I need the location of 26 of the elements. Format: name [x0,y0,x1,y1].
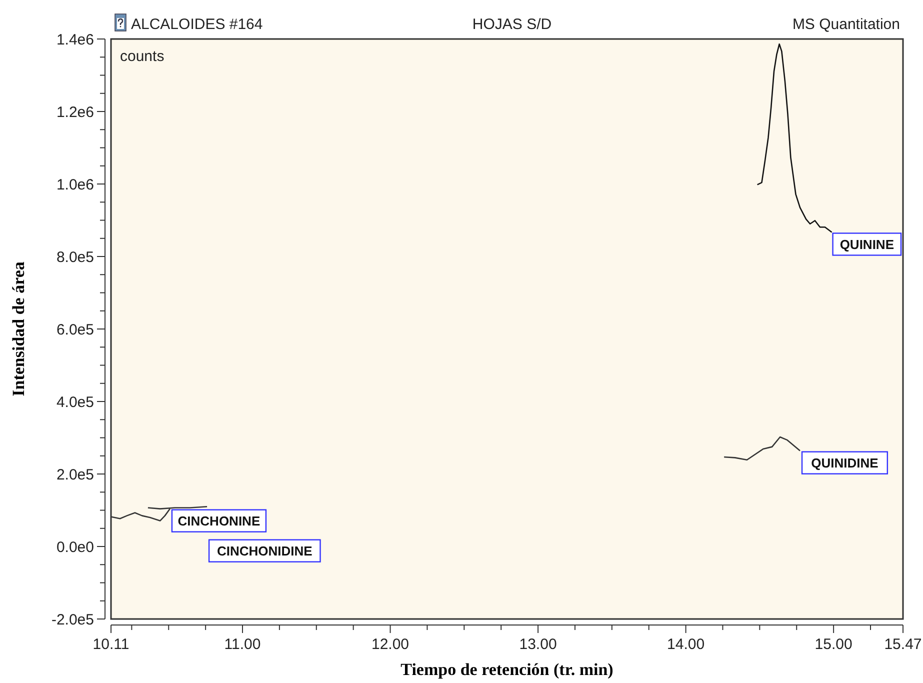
text: CINCHONIDINE [216,543,313,558]
x-tick-label: 11.00 [224,636,261,653]
series-label: CINCHONINE [178,513,260,528]
annotation: counts [120,48,164,65]
text: MS Quantitation [792,16,900,33]
y-tick-label: 0.0e0 [56,538,94,556]
series-label: QUINIDINE [811,455,879,470]
x-tick-label: 14.00 [667,636,705,653]
series-label: QUININE [840,236,894,252]
chart-subtitle: HOJAS S/D [472,16,552,33]
y-tick-label: 6.0e5 [56,321,94,338]
y-axis-title: Intensidad de área [9,261,28,396]
y-tick-label: 2.0e5 [56,466,94,484]
y-tick-label: 1.0e6 [56,176,94,194]
y-tick-label: -2.0e5 [51,611,94,628]
x-axis-title: Tiempo de retención (tr. min) [400,660,614,679]
chart-title: ALCALOIDES #164 [131,16,263,33]
x-tick-label: 13.00 [519,636,557,653]
x-tick-label: 12.00 [371,636,410,653]
x-tick-label: 10.11 [92,636,130,653]
y-tick-label: 1.4e6 [56,31,94,48]
y-tick-label: 1.2e6 [56,104,94,121]
x-tick-label: 15.00 [814,636,852,653]
y-tick-label: 8.0e5 [56,248,94,266]
y-tick-label: 4.0e5 [56,394,94,411]
x-tick-label: 15.47 [884,636,922,653]
